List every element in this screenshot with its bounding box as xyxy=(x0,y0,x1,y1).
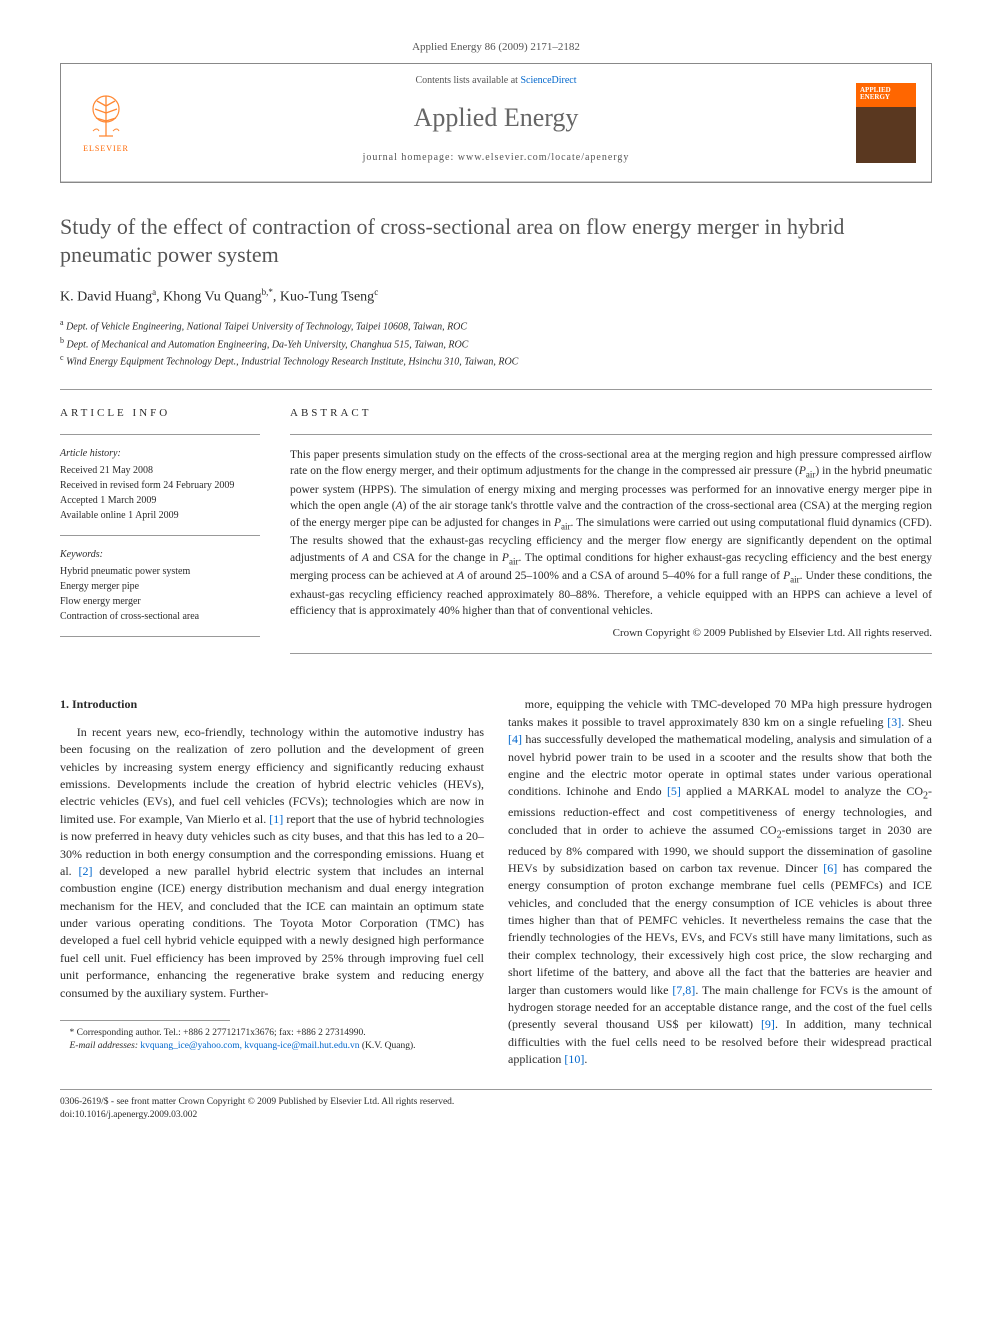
journal-cover-title: APPLIED ENERGY xyxy=(860,87,912,102)
article-info-column: ARTICLE INFO Article history: Received 2… xyxy=(60,406,260,666)
info-divider xyxy=(290,434,932,435)
body-two-column: 1. Introduction In recent years new, eco… xyxy=(60,696,932,1068)
article-history-heading: Article history: xyxy=(60,447,260,461)
email-label: E-mail addresses: xyxy=(70,1041,141,1051)
body-paragraph: In recent years new, eco-friendly, techn… xyxy=(60,724,484,1002)
sciencedirect-link[interactable]: ScienceDirect xyxy=(520,75,576,86)
body-paragraph: more, equipping the vehicle with TMC-dev… xyxy=(508,696,932,1068)
contents-available-line: Contents lists available at ScienceDirec… xyxy=(136,74,856,88)
section-divider xyxy=(60,389,932,390)
footnote-divider xyxy=(60,1020,230,1021)
keyword-line: Contraction of cross-sectional area xyxy=(60,609,260,624)
keyword-line: Energy merger pipe xyxy=(60,579,260,594)
info-divider xyxy=(60,535,260,536)
article-title: Study of the effect of contraction of cr… xyxy=(60,213,932,270)
history-line: Available online 1 April 2009 xyxy=(60,508,260,523)
affiliations-block: a Dept. of Vehicle Engineering, National… xyxy=(60,317,932,369)
email-author-suffix: (K.V. Quang). xyxy=(359,1041,415,1051)
affiliation-line: c Wind Energy Equipment Technology Dept.… xyxy=(60,352,932,369)
header-citation: Applied Energy 86 (2009) 2171–2182 xyxy=(60,40,932,55)
keyword-line: Hybrid pneumatic power system xyxy=(60,564,260,579)
footer-copyright-line: 0306-2619/$ - see front matter Crown Cop… xyxy=(60,1096,932,1109)
email-addresses-note: E-mail addresses: kvquang_ice@yahoo.com,… xyxy=(60,1040,484,1053)
keywords-heading: Keywords: xyxy=(60,548,260,562)
affiliation-line: b Dept. of Mechanical and Automation Eng… xyxy=(60,335,932,352)
footer-doi-line: doi:10.1016/j.apenergy.2009.03.002 xyxy=(60,1109,932,1122)
history-line: Received 21 May 2008 xyxy=(60,463,260,478)
elsevier-tree-icon xyxy=(81,91,131,141)
journal-homepage-line: journal homepage: www.elsevier.com/locat… xyxy=(136,145,856,171)
authors-line: K. David Huanga, Khong Vu Quangb,*, Kuo-… xyxy=(60,286,932,307)
footnotes-block: * Corresponding author. Tel.: +886 2 277… xyxy=(60,1027,484,1053)
info-divider xyxy=(60,636,260,637)
journal-name: Applied Energy xyxy=(136,100,856,136)
history-line: Received in revised form 24 February 200… xyxy=(60,478,260,493)
homepage-url[interactable]: www.elsevier.com/locate/apenergy xyxy=(458,152,630,163)
abstract-column: ABSTRACT This paper presents simulation … xyxy=(290,406,932,666)
page-footer: 0306-2619/$ - see front matter Crown Cop… xyxy=(60,1089,932,1123)
info-divider xyxy=(290,653,932,654)
body-column-left: 1. Introduction In recent years new, eco… xyxy=(60,696,484,1068)
info-divider xyxy=(60,434,260,435)
history-line: Accepted 1 March 2009 xyxy=(60,493,260,508)
abstract-heading: ABSTRACT xyxy=(290,406,932,421)
homepage-prefix: journal homepage: xyxy=(363,152,458,163)
body-column-right: more, equipping the vehicle with TMC-dev… xyxy=(508,696,932,1068)
journal-cover-thumbnail: APPLIED ENERGY xyxy=(856,83,916,163)
author-email-link[interactable]: kvquang_ice@yahoo.com, kvquang-ice@mail.… xyxy=(140,1041,359,1051)
elsevier-wordmark: ELSEVIER xyxy=(83,143,129,154)
elsevier-logo: ELSEVIER xyxy=(76,88,136,158)
contents-prefix: Contents lists available at xyxy=(415,75,520,86)
article-info-heading: ARTICLE INFO xyxy=(60,406,260,421)
keyword-line: Flow energy merger xyxy=(60,594,260,609)
abstract-text: This paper presents simulation study on … xyxy=(290,447,932,620)
corresponding-author-note: * Corresponding author. Tel.: +886 2 277… xyxy=(60,1027,484,1040)
abstract-copyright: Crown Copyright © 2009 Published by Else… xyxy=(290,626,932,641)
affiliation-line: a Dept. of Vehicle Engineering, National… xyxy=(60,317,932,334)
section-1-heading: 1. Introduction xyxy=(60,696,484,713)
journal-header-box: ELSEVIER Contents lists available at Sci… xyxy=(60,63,932,182)
